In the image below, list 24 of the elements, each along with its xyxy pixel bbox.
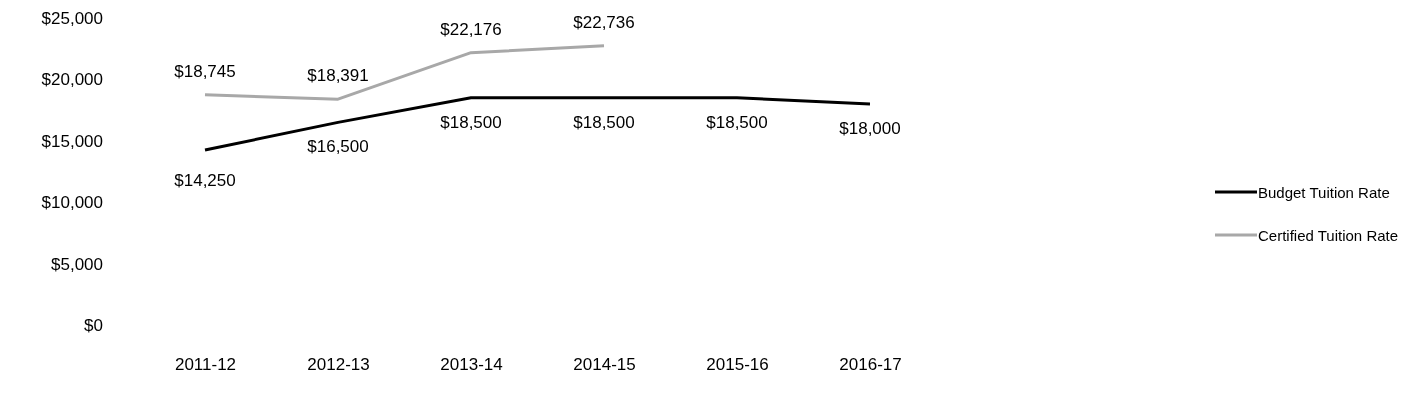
data-label: $18,500 — [706, 112, 768, 132]
data-label: $18,500 — [573, 112, 635, 132]
y-tick-label: $20,000 — [41, 70, 103, 90]
data-label: $22,736 — [573, 12, 635, 32]
data-label: $18,745 — [174, 61, 236, 81]
x-tick-label: 2016-17 — [839, 355, 902, 375]
y-tick-label: $15,000 — [41, 131, 103, 151]
x-tick-label: 2013-14 — [440, 355, 503, 375]
data-label: $16,500 — [307, 137, 369, 157]
x-tick-label: 2012-13 — [307, 355, 370, 375]
data-label: $18,500 — [440, 112, 502, 132]
legend-label: Budget Tuition Rate — [1258, 184, 1390, 201]
data-label: $14,250 — [174, 171, 236, 191]
x-tick-label: 2011-12 — [174, 355, 237, 375]
legend-label: Certified Tuition Rate — [1258, 227, 1399, 244]
y-tick-label: $0 — [84, 315, 103, 335]
data-label: $22,176 — [440, 19, 502, 39]
y-tick-label: $5,000 — [51, 254, 103, 274]
x-tick-label: 2015-16 — [706, 355, 769, 375]
x-tick-label: 2014-15 — [573, 355, 636, 375]
data-label: $18,391 — [307, 66, 369, 86]
data-label: $18,000 — [839, 118, 901, 138]
y-tick-label: $10,000 — [41, 193, 103, 213]
y-tick-label: $25,000 — [41, 8, 103, 28]
